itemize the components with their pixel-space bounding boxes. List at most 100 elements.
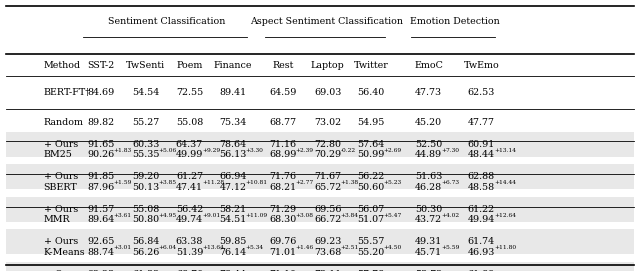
Text: Sentiment Classification: Sentiment Classification: [108, 17, 226, 26]
Text: +11.09: +11.09: [246, 213, 268, 218]
Text: 53.72: 53.72: [415, 270, 442, 271]
Text: 91.85: 91.85: [88, 172, 115, 181]
Text: 45.71: 45.71: [415, 248, 442, 257]
Text: 49.74: 49.74: [176, 215, 203, 224]
Text: + Ours: + Ours: [44, 270, 78, 271]
Text: +2.69: +2.69: [384, 148, 402, 153]
Text: +5.23: +5.23: [384, 180, 402, 185]
Text: SST-2: SST-2: [88, 60, 115, 70]
Text: Twitter: Twitter: [354, 60, 388, 70]
Text: 54.95: 54.95: [358, 118, 385, 127]
Text: 69.56: 69.56: [314, 205, 341, 214]
Text: 91.57: 91.57: [88, 205, 115, 214]
Text: 68.70: 68.70: [176, 270, 203, 271]
Text: 68.99: 68.99: [269, 150, 296, 159]
Text: 69.76: 69.76: [269, 237, 296, 246]
Text: +9.01: +9.01: [202, 213, 220, 218]
Text: 46.93: 46.93: [468, 248, 495, 257]
Text: +9.29: +9.29: [202, 148, 220, 153]
Text: +7.30: +7.30: [442, 148, 460, 153]
Text: 57.64: 57.64: [358, 140, 385, 149]
Text: 78.44: 78.44: [220, 270, 246, 271]
Text: +6.73: +6.73: [442, 180, 460, 185]
Text: 49.31: 49.31: [415, 237, 442, 246]
Text: 58.21: 58.21: [220, 205, 246, 214]
Text: 47.12: 47.12: [220, 183, 246, 192]
Text: BERT-FT†: BERT-FT†: [44, 88, 90, 97]
Text: Finance: Finance: [214, 60, 252, 70]
Text: 66.72: 66.72: [314, 215, 341, 224]
Text: +3.08: +3.08: [296, 213, 314, 218]
Text: 47.41: 47.41: [176, 183, 203, 192]
Text: MMR: MMR: [44, 215, 70, 224]
Text: 91.65: 91.65: [88, 140, 115, 149]
Text: +11.80: +11.80: [494, 245, 516, 250]
Text: 61.22: 61.22: [468, 205, 495, 214]
Text: 73.02: 73.02: [314, 118, 341, 127]
Text: TwEmo: TwEmo: [463, 60, 499, 70]
Text: +6.04: +6.04: [159, 245, 177, 250]
Text: 73.11: 73.11: [314, 270, 341, 271]
Text: 50.30: 50.30: [415, 205, 442, 214]
Text: 72.80: 72.80: [314, 140, 341, 149]
Text: TwSenti: TwSenti: [126, 60, 166, 70]
Text: 60.33: 60.33: [132, 140, 159, 149]
Text: 60.91: 60.91: [468, 140, 495, 149]
Text: +4.95: +4.95: [159, 213, 177, 218]
Text: 69.23: 69.23: [314, 237, 341, 246]
Text: 64.37: 64.37: [176, 140, 203, 149]
Text: +5.59: +5.59: [442, 245, 460, 250]
Text: +3.84: +3.84: [340, 213, 358, 218]
Bar: [6, 164, 634, 189]
Text: 89.64: 89.64: [88, 215, 115, 224]
Text: 62.88: 62.88: [468, 172, 495, 181]
Text: 71.10: 71.10: [269, 270, 296, 271]
Text: + Ours: + Ours: [44, 140, 78, 149]
Text: 47.73: 47.73: [415, 88, 442, 97]
Text: 72.55: 72.55: [176, 88, 203, 97]
Text: -0.22: -0.22: [340, 148, 355, 153]
Text: 71.76: 71.76: [269, 172, 296, 181]
Text: EmoC: EmoC: [414, 60, 444, 70]
Text: 55.27: 55.27: [132, 118, 159, 127]
Text: 51.39: 51.39: [176, 248, 203, 257]
Text: +2.39: +2.39: [296, 148, 314, 153]
Text: 89.41: 89.41: [220, 88, 246, 97]
Text: 48.58: 48.58: [468, 183, 495, 192]
Text: 71.29: 71.29: [269, 205, 296, 214]
Text: +10.81: +10.81: [246, 180, 268, 185]
Text: 84.69: 84.69: [88, 88, 115, 97]
Text: +14.44: +14.44: [494, 180, 516, 185]
Bar: [6, 262, 634, 271]
Text: 68.77: 68.77: [269, 118, 296, 127]
Text: 88.74: 88.74: [88, 248, 115, 257]
Text: 92.65: 92.65: [88, 237, 115, 246]
Text: 52.50: 52.50: [415, 140, 442, 149]
Text: 50.60: 50.60: [358, 183, 385, 192]
Text: 55.57: 55.57: [358, 237, 385, 246]
Text: +3.61: +3.61: [114, 213, 132, 218]
Text: + Ours: + Ours: [44, 237, 78, 246]
Text: Random: Random: [44, 118, 84, 127]
Text: 56.84: 56.84: [132, 237, 159, 246]
Text: 56.07: 56.07: [358, 205, 385, 214]
Text: +2.51: +2.51: [340, 245, 358, 250]
Text: +1.46: +1.46: [296, 245, 314, 250]
Text: 75.34: 75.34: [220, 118, 246, 127]
Text: 63.38: 63.38: [176, 237, 203, 246]
Text: +1.83: +1.83: [114, 148, 132, 153]
Text: +3.85: +3.85: [159, 180, 177, 185]
Text: 43.72: 43.72: [415, 215, 442, 224]
Text: +5.06: +5.06: [159, 148, 177, 153]
Text: +11.28: +11.28: [202, 180, 224, 185]
Text: 56.40: 56.40: [358, 88, 385, 97]
Text: SBERT: SBERT: [44, 183, 77, 192]
Text: 55.35: 55.35: [132, 150, 159, 159]
Text: 59.20: 59.20: [132, 172, 159, 181]
Text: 69.03: 69.03: [314, 88, 341, 97]
Text: Rest: Rest: [272, 60, 294, 70]
Text: +1.38: +1.38: [340, 180, 358, 185]
Text: Emotion Detection: Emotion Detection: [410, 17, 500, 26]
Text: 89.82: 89.82: [88, 118, 115, 127]
Text: 70.29: 70.29: [314, 150, 341, 159]
